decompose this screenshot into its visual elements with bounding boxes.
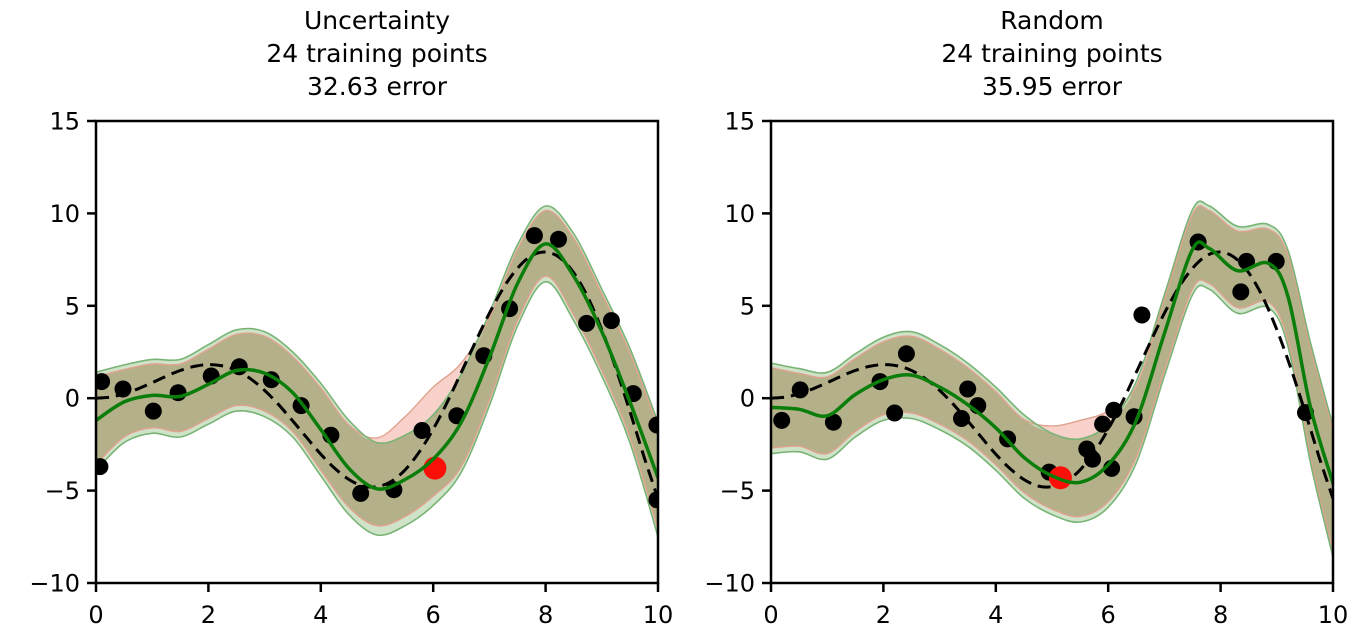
training-point [578,314,596,332]
y-tick-label: 15 [724,108,755,136]
training-point [1084,450,1101,468]
training-point [96,373,111,391]
y-tick-label: 10 [49,200,80,228]
plot-title-uncertainty: Uncertainty 24 training points 32.63 err… [96,4,658,103]
x-tick-label: 8 [1213,601,1228,629]
training-point [1232,283,1250,301]
title-line-error: 35.95 error [981,72,1123,101]
training-point [352,484,370,502]
y-tick-label: −10 [704,570,755,598]
x-tick-label: 2 [201,601,216,629]
y-tick-label: −5 [45,477,80,505]
uncertainty-band-overlap [96,210,658,530]
plot-random-axes: 0 2 4 6 8 10 −10 −5 0 5 10 15 [704,108,1348,630]
gp-mean-curve [96,242,658,491]
training-point [791,381,809,399]
training-point [1238,252,1255,270]
y-tick-label: −5 [720,477,755,505]
gp-mean-curve [771,240,1333,485]
plot-content [96,205,658,538]
training-point [648,416,658,434]
training-point [96,458,109,476]
x-tick-label: 0 [763,601,778,629]
training-point [144,402,162,420]
x-tick-label: 4 [988,601,1003,629]
training-point [1105,401,1123,419]
axes-spines [769,119,1335,585]
y-tick-label: 5 [65,292,80,320]
title-line-error: 32.63 error [306,72,448,101]
training-point [824,413,842,431]
training-point [1133,306,1151,324]
training-point [550,230,567,248]
x-tick-label: 10 [643,601,674,629]
training-point [413,422,431,439]
training-point [1094,415,1112,433]
training-point [897,345,915,363]
training-point [114,380,132,398]
title-line-points: 24 training points [941,39,1163,68]
training-point [169,384,187,402]
plot-content [771,200,1333,558]
x-tick-label: 10 [1318,601,1349,629]
y-tick-label: 0 [65,385,80,413]
plot-title-random: Random 24 training points 35.95 error [771,4,1333,103]
training-point [959,380,977,398]
title-line-method: Uncertainty [303,6,451,35]
x-tick-label: 8 [538,601,553,629]
training-point [886,404,904,422]
x-tick-label: 6 [426,601,441,629]
y-tick-label: 0 [740,385,755,413]
training-point [648,491,658,509]
y-tick-label: −10 [29,570,80,598]
training-point [953,410,970,427]
title-line-method: Random [1000,6,1104,35]
plot-uncertainty-axes: 0 2 4 6 8 10 −10 −5 0 5 10 15 [29,108,673,630]
y-tick-label: 15 [49,108,80,136]
x-tick-label: 6 [1101,601,1116,629]
training-point [602,312,620,330]
axes-spines [94,119,660,585]
title-line-points: 24 training points [266,39,488,68]
training-point [773,411,791,429]
y-tick-label: 10 [724,200,755,228]
x-tick-label: 2 [876,601,891,629]
x-tick-label: 4 [313,601,328,629]
y-tick-label: 5 [740,292,755,320]
training-point [525,227,543,245]
selected-point [423,456,447,480]
x-tick-label: 0 [88,601,103,629]
